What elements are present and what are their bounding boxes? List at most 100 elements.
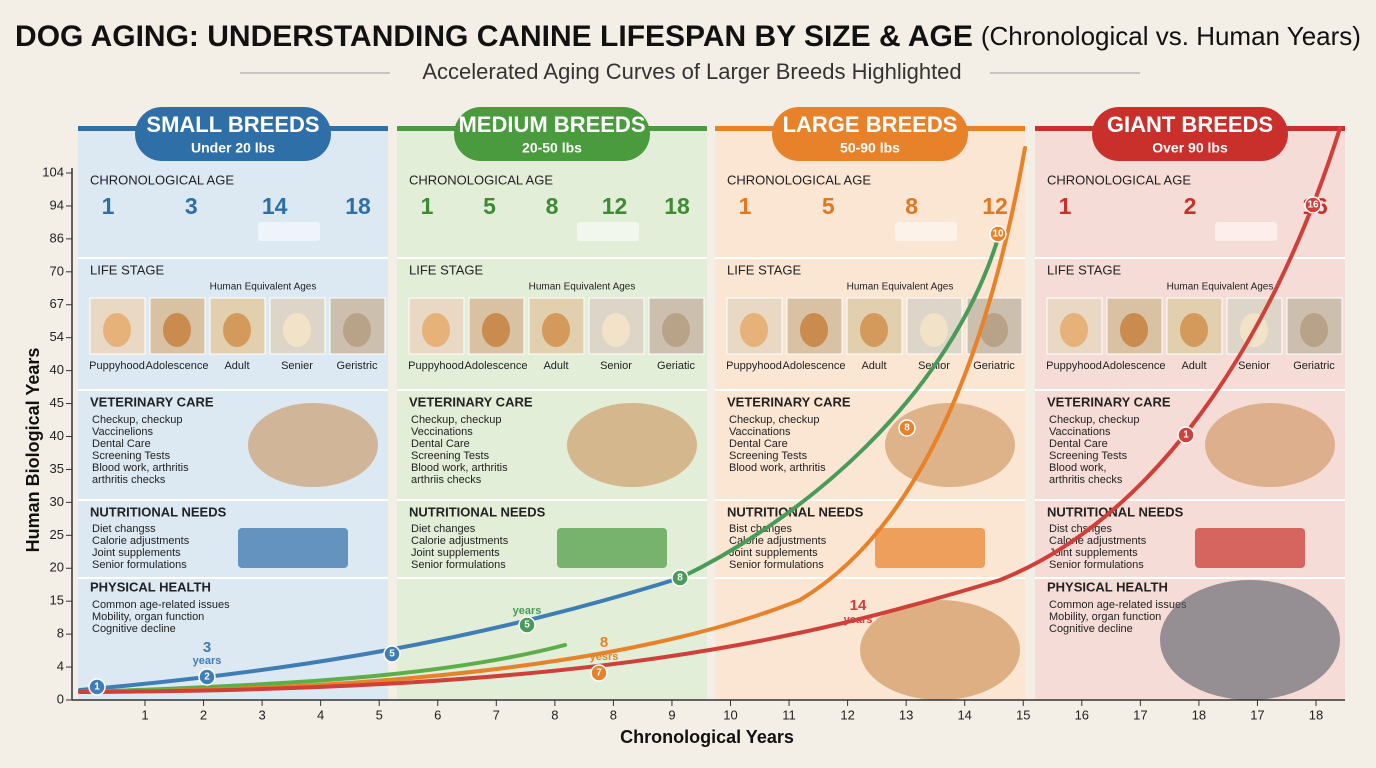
vet-item: Checkup, checkup bbox=[729, 414, 820, 426]
dog-face bbox=[602, 313, 630, 347]
y-tick-label: 25 bbox=[50, 527, 64, 542]
x-tick-label: 10 bbox=[723, 707, 737, 722]
dog-face bbox=[662, 313, 690, 347]
dog-face bbox=[482, 313, 510, 347]
x-tick-label: 1 bbox=[141, 707, 148, 722]
vet-item: Checkup, checkup bbox=[411, 414, 502, 426]
curve-label: yesrs bbox=[590, 651, 619, 663]
section-heading: NUTRITIONAL NEEDS bbox=[90, 504, 227, 519]
y-tick-label: 8 bbox=[57, 626, 64, 641]
panel-title: LARGE BREEDS bbox=[783, 112, 958, 137]
nutrition-icon bbox=[238, 528, 348, 568]
panel-title: SMALL BREEDS bbox=[146, 112, 319, 137]
panel-title: MEDIUM BREEDS bbox=[458, 112, 645, 137]
dog-face bbox=[980, 313, 1008, 347]
vet-item: Blood work, arthritis bbox=[729, 462, 826, 474]
dog-face bbox=[920, 313, 948, 347]
curve-label: 2 bbox=[204, 672, 210, 683]
panel-weight: Over 90 lbs bbox=[1152, 140, 1228, 156]
stage-label: Adult bbox=[543, 360, 568, 372]
vet-item: arthritis checks bbox=[1049, 474, 1123, 486]
panel-title: GIANT BREEDS bbox=[1107, 112, 1273, 137]
y-tick-label: 4 bbox=[57, 659, 64, 674]
nutrition-icon bbox=[1195, 528, 1305, 568]
y-axis-label: Human Biological Years bbox=[23, 348, 43, 553]
curve-label: 8 bbox=[600, 634, 608, 651]
aging-curve bbox=[78, 576, 682, 692]
section-heading: NUTRITIONAL NEEDS bbox=[409, 504, 546, 519]
life-note: Human Equivalent Ages bbox=[210, 282, 317, 293]
age-number: 8 bbox=[905, 193, 918, 219]
section-heading: LIFE STAGE bbox=[90, 262, 164, 277]
nutrition-item: Diet changss bbox=[92, 523, 156, 535]
panel-weight: 20-50 lbs bbox=[522, 140, 582, 156]
nutrition-item: Calorie adjustments bbox=[1049, 535, 1147, 547]
section-heading: VETERINARY CARE bbox=[727, 394, 851, 409]
y-tick-label: 94 bbox=[50, 197, 64, 212]
nutrition-item: Senior formulations bbox=[729, 559, 824, 571]
age-number: 3 bbox=[185, 193, 198, 219]
curve-label: 3 bbox=[203, 639, 211, 656]
curve-label: years bbox=[193, 655, 222, 667]
panel-weight: 50-90 lbs bbox=[840, 140, 900, 156]
age-number: 12 bbox=[982, 193, 1008, 219]
stage-label: Puppyhood bbox=[726, 360, 782, 372]
vet-item: Checkup, checkup bbox=[1049, 414, 1140, 426]
life-note: Human Equivalent Ages bbox=[1167, 282, 1274, 293]
section-heading: VETERINARY CARE bbox=[90, 394, 214, 409]
vet-item: Blood work, arthritis bbox=[411, 462, 508, 474]
nutrition-item: Senior formulations bbox=[92, 559, 187, 571]
dog-face bbox=[1120, 313, 1148, 347]
curve-marker bbox=[198, 668, 216, 686]
dog-face bbox=[343, 313, 371, 347]
vet-item: Screening Tests bbox=[411, 450, 490, 462]
stage-label: Senior bbox=[1238, 360, 1270, 372]
subtitle: Accelerated Aging Curves of Larger Breed… bbox=[422, 59, 961, 84]
y-tick-label: 40 bbox=[50, 362, 64, 377]
panel-weight: Under 20 lbs bbox=[191, 140, 275, 156]
health-item: Cognitive decline bbox=[92, 623, 176, 635]
vet-item: Blood work, bbox=[1049, 462, 1106, 474]
vet-item: Dental Care bbox=[1049, 438, 1108, 450]
curve-label: 5 bbox=[524, 620, 530, 631]
panel-header bbox=[454, 107, 650, 161]
vet-item: Veccinations bbox=[411, 426, 473, 438]
vet-item: arthritis checks bbox=[92, 474, 166, 486]
vet-item: Screening Tests bbox=[92, 450, 171, 462]
dog-face bbox=[103, 313, 131, 347]
age-number: 2 bbox=[1184, 193, 1197, 219]
age-number: 12 bbox=[602, 193, 628, 219]
age-tag bbox=[258, 222, 320, 241]
curve-marker bbox=[898, 419, 916, 437]
age-number: 18 bbox=[664, 193, 690, 219]
vet-item: Vaccinations bbox=[729, 426, 791, 438]
panel-header bbox=[135, 107, 331, 161]
nutrition-item: Joint supplements bbox=[1049, 547, 1138, 559]
nutrition-item: Senior formulations bbox=[1049, 559, 1144, 571]
x-tick-label: 4 bbox=[317, 707, 324, 722]
age-number: 1 bbox=[102, 193, 115, 219]
nutrition-item: Calorie adjustments bbox=[411, 535, 509, 547]
section-heading: LIFE STAGE bbox=[409, 262, 483, 277]
curve-marker bbox=[1304, 196, 1322, 214]
curve-marker bbox=[383, 645, 401, 663]
vet-item: Checkup, checkup bbox=[92, 414, 183, 426]
section-heading: NUTRITIONAL NEEDS bbox=[727, 504, 864, 519]
section-heading: CHRONOLOGICAL AGE bbox=[90, 172, 234, 187]
x-tick-label: 3 bbox=[258, 707, 265, 722]
illustration bbox=[567, 403, 697, 487]
aging-curve bbox=[78, 126, 1342, 694]
vet-item: Blood work, arthritis bbox=[92, 462, 189, 474]
x-tick-label: 7 bbox=[493, 707, 500, 722]
stage-label: Adolescence bbox=[783, 360, 846, 372]
stage-photo bbox=[1046, 297, 1103, 355]
age-number: 1 bbox=[1059, 193, 1072, 219]
dog-face bbox=[860, 313, 888, 347]
x-tick-label: 17 bbox=[1133, 707, 1147, 722]
curve-marker bbox=[1177, 426, 1195, 444]
nutrition-item: Senior formulations bbox=[411, 559, 506, 571]
nutrition-item: Joint supplements bbox=[92, 547, 181, 559]
x-tick-label: 2 bbox=[200, 707, 207, 722]
stage-label: Adolescence bbox=[1103, 360, 1166, 372]
